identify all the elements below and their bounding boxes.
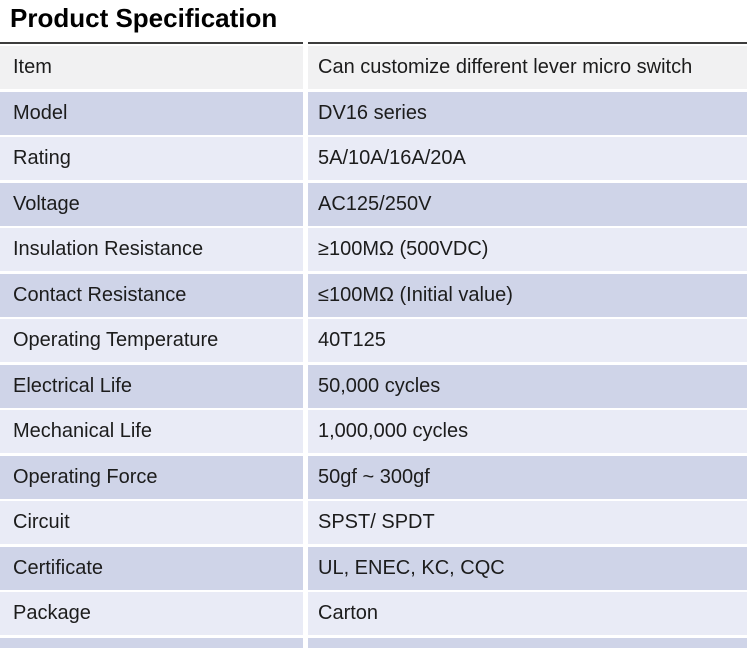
- spec-label-cell: Certificate: [0, 546, 303, 590]
- table-row: Voltage AC125/250V: [0, 182, 747, 226]
- column-gutter: [303, 228, 308, 271]
- spec-value-cell: ≤100MΩ (Initial value): [308, 273, 747, 317]
- page-title: Product Specification: [10, 3, 278, 33]
- table-row: Package Carton: [0, 592, 747, 635]
- spec-label-cell: Package: [0, 592, 303, 635]
- spec-value-cell: 40T125: [308, 319, 747, 362]
- spec-label-cell: Electrical Life: [0, 364, 303, 408]
- spec-label-cell: Operating Force: [0, 455, 303, 499]
- table-top-border: [0, 42, 747, 44]
- table-row: Mechanical Life 1,000,000 cycles: [0, 410, 747, 453]
- partial-value-cell: [308, 637, 747, 648]
- spec-label-cell: Model: [0, 91, 303, 135]
- column-gutter: [303, 182, 308, 226]
- top-border-left-segment: [0, 42, 303, 44]
- top-border-right-segment: [308, 42, 747, 44]
- column-gutter: [303, 546, 308, 590]
- table-row: Insulation Resistance ≥100MΩ (500VDC): [0, 228, 747, 271]
- table-row: Circuit SPST/ SPDT: [0, 501, 747, 544]
- spec-value-cell: ≥100MΩ (500VDC): [308, 228, 747, 271]
- spec-value-cell: UL, ENEC, KC, CQC: [308, 546, 747, 590]
- column-gutter: [303, 592, 308, 635]
- spec-value-cell: Can customize different lever micro swit…: [308, 46, 747, 89]
- spec-value-cell: DV16 series: [308, 91, 747, 135]
- table-row: Operating Force 50gf ~ 300gf: [0, 455, 747, 499]
- table-row: Operating Temperature 40T125: [0, 319, 747, 362]
- spec-value-cell: 50gf ~ 300gf: [308, 455, 747, 499]
- spec-value-cell: AC125/250V: [308, 182, 747, 226]
- column-gutter: [303, 91, 308, 135]
- table-row: Rating 5A/10A/16A/20A: [0, 137, 747, 180]
- product-spec-table: Item Can customize different lever micro…: [0, 42, 747, 648]
- column-gutter: [303, 137, 308, 180]
- spec-label-cell: Operating Temperature: [0, 319, 303, 362]
- spec-label-cell: Mechanical Life: [0, 410, 303, 453]
- spec-value-cell: 1,000,000 cycles: [308, 410, 747, 453]
- table-row: Contact Resistance ≤100MΩ (Initial value…: [0, 273, 747, 317]
- column-gutter: [303, 455, 308, 499]
- table-row: Certificate UL, ENEC, KC, CQC: [0, 546, 747, 590]
- partial-label-cell: [0, 637, 303, 648]
- spec-value-cell: 50,000 cycles: [308, 364, 747, 408]
- spec-label-cell: Voltage: [0, 182, 303, 226]
- column-gutter: [303, 501, 308, 544]
- next-row-partial-strip: [0, 637, 747, 648]
- table-row: Model DV16 series: [0, 91, 747, 135]
- table-row: Item Can customize different lever micro…: [0, 46, 747, 89]
- spec-label-cell: Contact Resistance: [0, 273, 303, 317]
- spec-value-cell: SPST/ SPDT: [308, 501, 747, 544]
- spec-value-cell: Carton: [308, 592, 747, 635]
- spec-label-cell: Insulation Resistance: [0, 228, 303, 271]
- spec-label-cell: Item: [0, 46, 303, 89]
- spec-label-cell: Circuit: [0, 501, 303, 544]
- column-gutter: [303, 637, 308, 648]
- column-gutter: [303, 319, 308, 362]
- spec-label-cell: Rating: [0, 137, 303, 180]
- column-gutter: [303, 42, 308, 44]
- column-gutter: [303, 364, 308, 408]
- table-row: Electrical Life 50,000 cycles: [0, 364, 747, 408]
- column-gutter: [303, 46, 308, 89]
- spec-value-cell: 5A/10A/16A/20A: [308, 137, 747, 180]
- column-gutter: [303, 273, 308, 317]
- column-gutter: [303, 410, 308, 453]
